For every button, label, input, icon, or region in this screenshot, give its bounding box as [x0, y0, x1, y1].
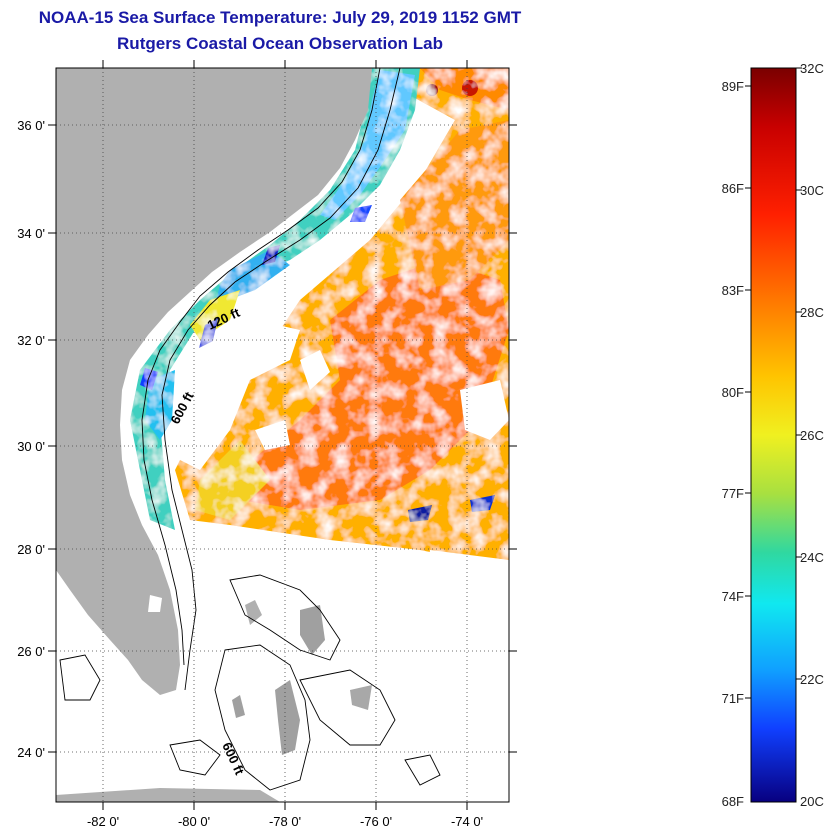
colorbar-label-f: 68F: [722, 794, 744, 809]
lon-label: -76 0': [360, 814, 392, 829]
colorbar-label-f: 77F: [722, 486, 744, 501]
colorbar-label-c: 24C: [800, 550, 824, 565]
map-frame: [55, 67, 510, 803]
axis-ticks: [48, 60, 517, 810]
colorbar-label-c: 22C: [800, 672, 824, 687]
land-us-coast: [56, 68, 372, 695]
lat-label: 32 0': [17, 333, 45, 348]
cloud-gap: [180, 320, 300, 470]
lat-label: 34 0': [17, 226, 45, 241]
bathymetry-contours: [59, 68, 441, 791]
colorbar-label-c: 26C: [800, 428, 824, 443]
lon-label: -80 0': [178, 814, 210, 829]
sst-field: [56, 68, 509, 802]
colorbar-ticks: [745, 67, 802, 699]
lake-okeechobee: [148, 595, 162, 612]
colorbar-label-f: 80F: [722, 385, 744, 400]
colorbar-label-f: 89F: [722, 79, 744, 94]
lat-label: 36 0': [17, 118, 45, 133]
land-bahamas: [245, 600, 262, 625]
temperature-colorbar: [750, 67, 797, 803]
land-cuba: [56, 788, 280, 802]
colorbar-label-f: 74F: [722, 589, 744, 604]
colorbar-label-f: 83F: [722, 283, 744, 298]
lat-label: 24 0': [17, 745, 45, 760]
lat-label: 26 0': [17, 644, 45, 659]
lon-label: -78 0': [269, 814, 301, 829]
colorbar-label-c: 20C: [800, 794, 824, 809]
lat-label: 28 0': [17, 542, 45, 557]
lat-label: 30 0': [17, 439, 45, 454]
colorbar-label-c: 28C: [800, 305, 824, 320]
lon-label: -82 0': [87, 814, 119, 829]
lon-label: -74 0': [451, 814, 483, 829]
map-title: NOAA-15 Sea Surface Temperature: July 29…: [38, 8, 522, 27]
map-subtitle: Rutgers Coastal Ocean Observation Lab: [117, 34, 443, 53]
colorbar-label-c: 30C: [800, 183, 824, 198]
colorbar-label-f: 71F: [722, 691, 744, 706]
colorbar-label-c: 32C: [800, 61, 824, 76]
colorbar-label-f: 86F: [722, 181, 744, 196]
